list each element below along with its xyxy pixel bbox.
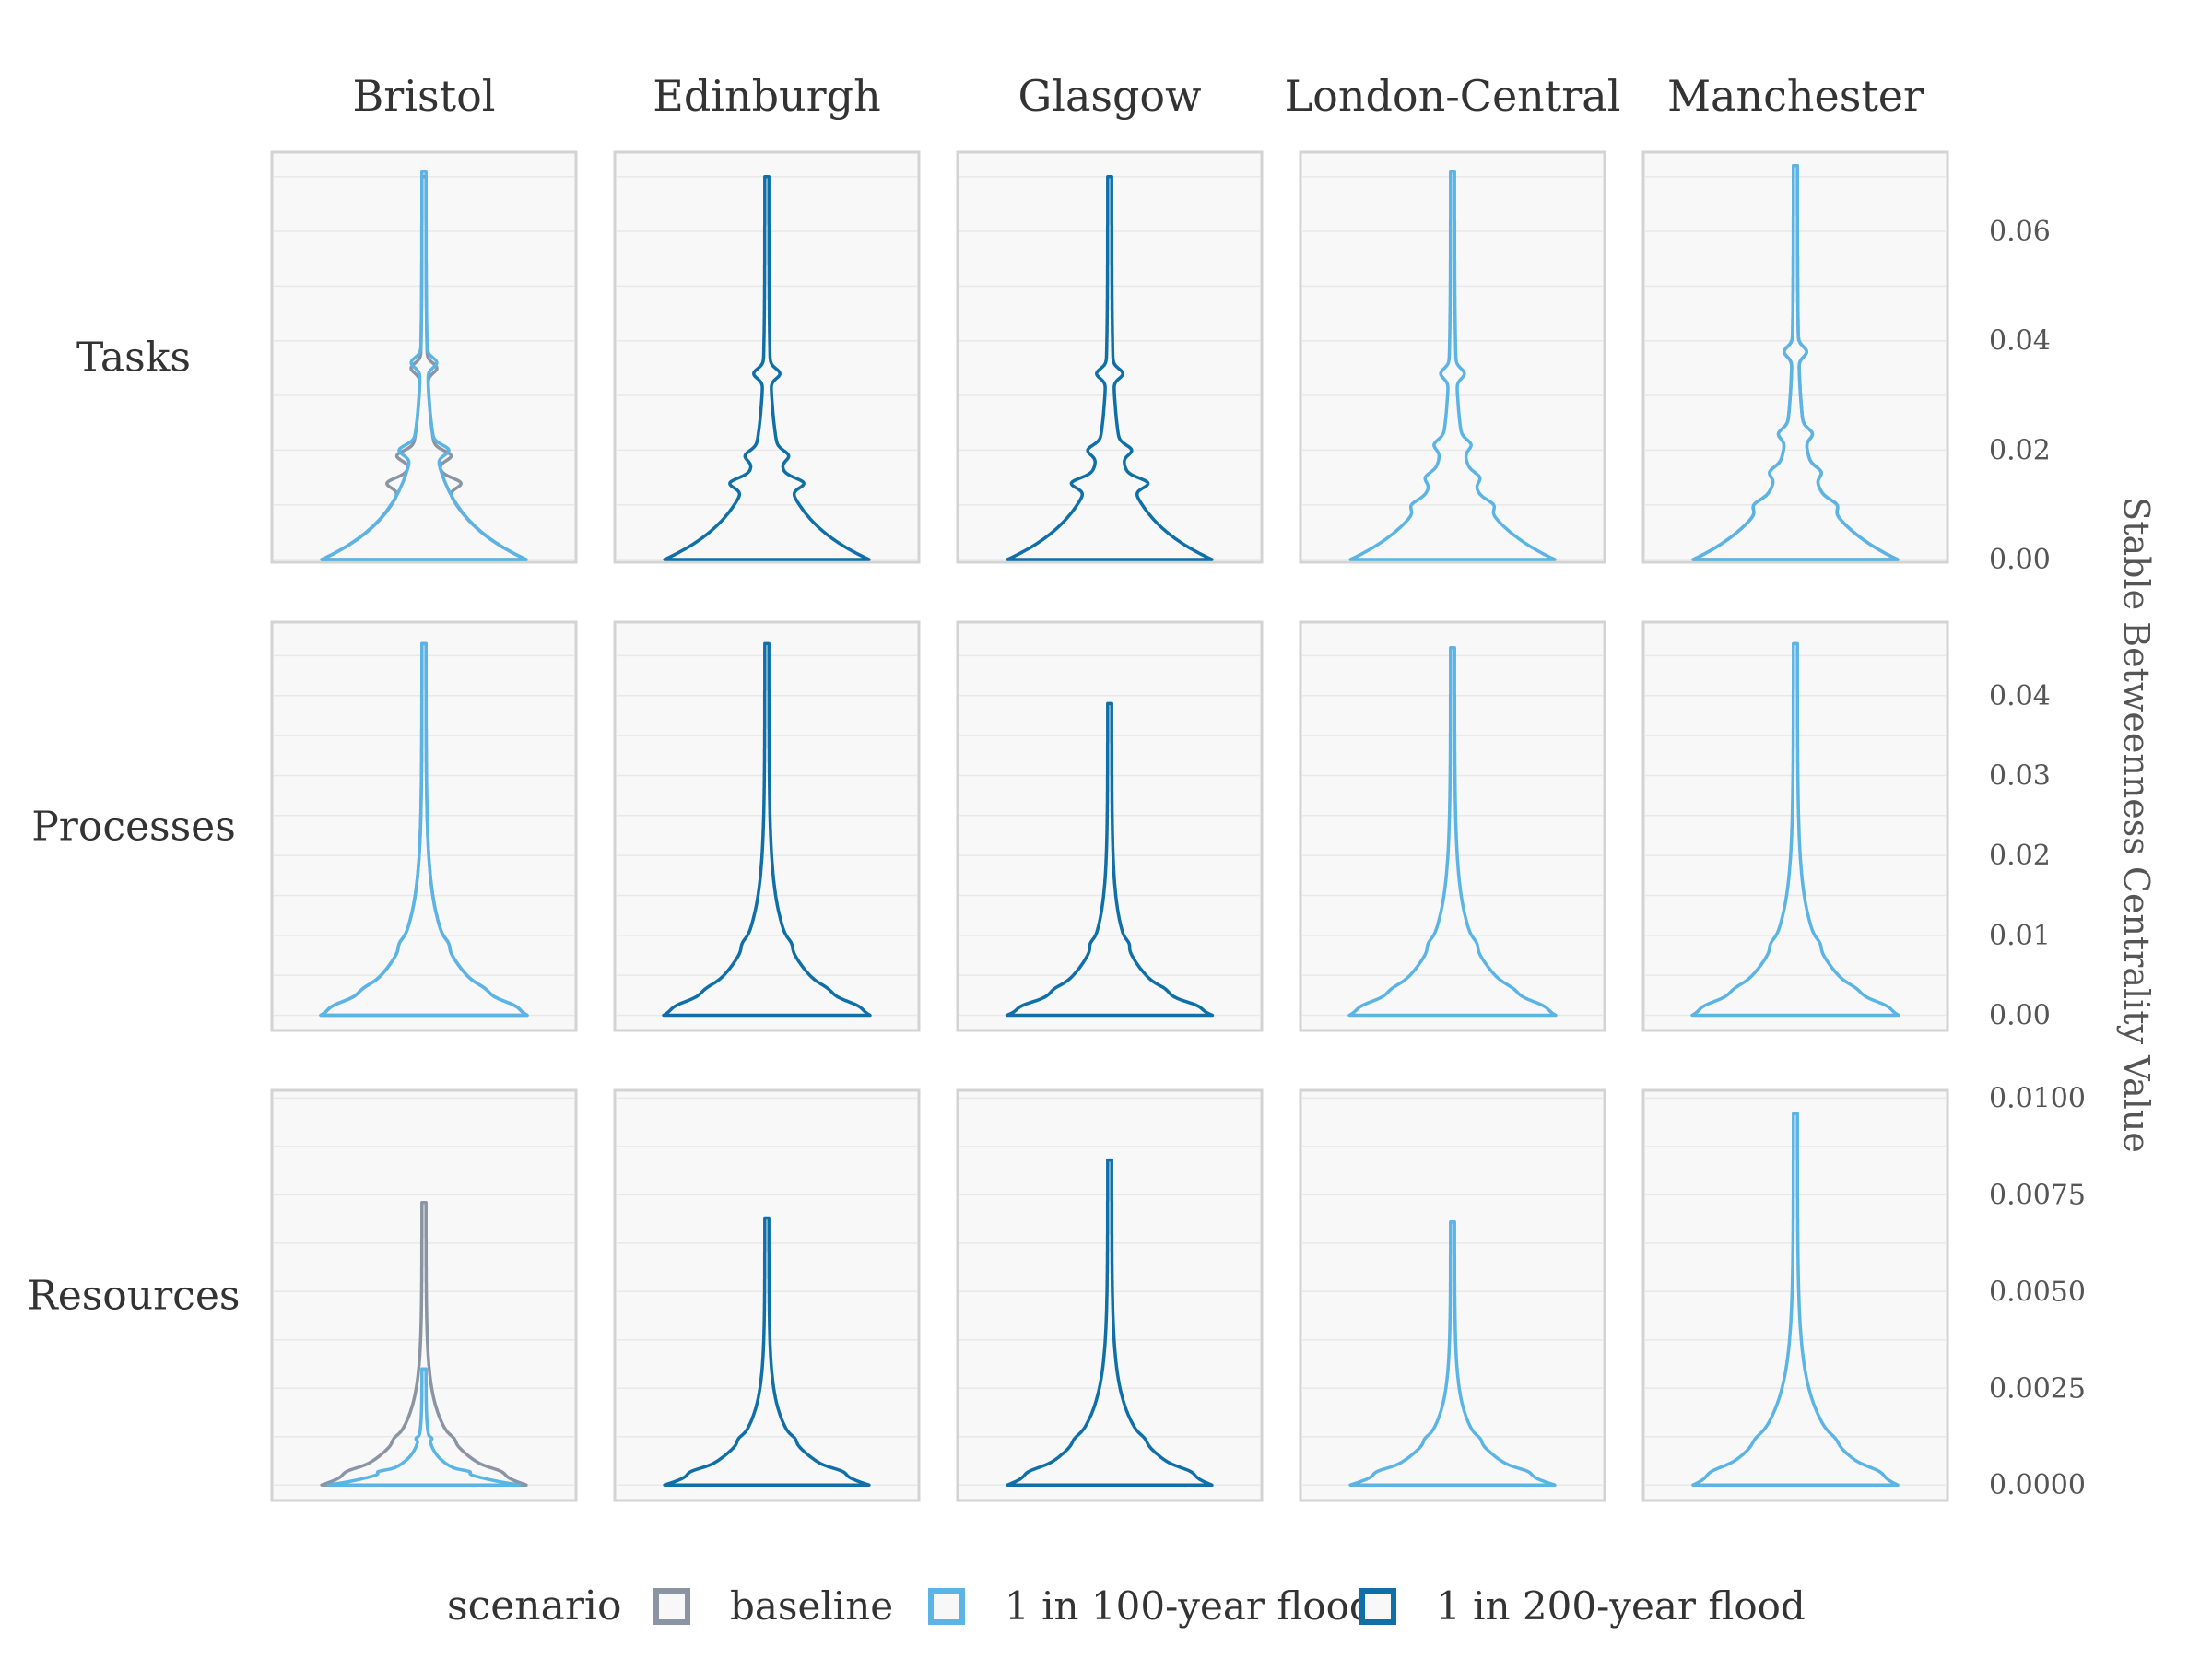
panel-background	[270, 1088, 578, 1502]
violin-1-in-200-year-flood	[662, 641, 872, 1018]
violin-1-in-200-year-flood	[663, 174, 871, 561]
y-tick-label: 0.03	[1989, 759, 2051, 792]
violin-1-in-100-year-flood	[1691, 1112, 1900, 1487]
y-tick-label: 0.0025	[1989, 1372, 2086, 1405]
panel-background	[1641, 620, 1949, 1032]
y-axis-title: Stable Betweenness Centrality Value	[2116, 497, 2157, 1153]
panel-tasks-edinburgh	[613, 150, 921, 564]
panel-background	[613, 620, 921, 1032]
panel-background	[1641, 1088, 1949, 1502]
violin-1-in-100-year-flood	[320, 170, 528, 561]
panel-background	[956, 150, 1264, 564]
panel-resources-bristol	[270, 1088, 578, 1502]
violin-1-in-100-year-flood	[1691, 164, 1900, 561]
panel-tasks-glasgow	[956, 150, 1264, 564]
y-tick-label: 0.0000	[1989, 1469, 2086, 1501]
panel-processes-bristol	[270, 620, 578, 1032]
panel-processes-edinburgh	[613, 620, 921, 1032]
strip-label-tasks: Tasks	[76, 335, 191, 382]
panel-background	[1299, 150, 1606, 564]
y-tick-label: 0.01	[1989, 920, 2051, 952]
strip-label-resources: Resources	[28, 1273, 241, 1320]
panel-resources-manchester	[1641, 1088, 1949, 1502]
violin-1-in-100-year-flood	[1348, 1219, 1557, 1487]
y-tick-label: 0.02	[1989, 840, 2051, 872]
panel-background	[270, 150, 578, 564]
violin-baseline	[320, 1200, 528, 1487]
panel-background	[1299, 1088, 1606, 1502]
violin-1-in-200-year-flood	[663, 1216, 871, 1487]
panel-background	[956, 620, 1264, 1032]
violin-1-in-200-year-flood	[1005, 701, 1215, 1018]
panel-tasks-bristol	[270, 150, 578, 564]
legend-item-1-in-200-year-flood: 1 in 200-year flood	[1359, 1583, 1806, 1629]
panel-processes-manchester	[1641, 620, 1949, 1032]
panel-background	[1641, 150, 1949, 564]
legend: scenario baseline 1 in 100-year flood 1 in…	[447, 1583, 1806, 1630]
violin-1-in-100-year-flood	[1347, 645, 1558, 1018]
y-axis: 0.00 0.02 0.04 0.06 0.00 0.01 0.02 0.03 0.04 0.00…	[1989, 216, 2086, 1501]
violin-1-in-200-year-flood	[1006, 174, 1214, 561]
panel-tasks-manchester	[1641, 150, 1949, 564]
y-tick-label: 0.0100	[1989, 1082, 2086, 1114]
strip-label-manchester: Manchester	[1667, 71, 1924, 121]
panel-tasks-london-central	[1299, 150, 1606, 564]
panel-background	[956, 1088, 1264, 1502]
panel-processes-london-central	[1299, 620, 1606, 1032]
panel-background	[1299, 620, 1606, 1032]
y-tick-label: 0.00	[1989, 1000, 2051, 1032]
legend-label: 1 in 100-year flood	[1005, 1583, 1374, 1629]
legend-title: scenario	[447, 1583, 621, 1630]
violin-1-in-200-year-flood	[1006, 1158, 1214, 1487]
legend-label: 1 in 200-year flood	[1436, 1583, 1806, 1629]
facet-panels	[270, 150, 1949, 1502]
legend-key	[928, 1588, 965, 1625]
y-tick-label: 0.04	[1989, 680, 2051, 712]
violin-1-in-100-year-flood	[326, 1367, 522, 1487]
y-tick-label: 0.04	[1989, 325, 2051, 358]
strip-label-london-central: London-Central	[1285, 71, 1621, 121]
legend-item-baseline: baseline	[653, 1583, 893, 1629]
violin-1-in-100-year-flood	[1690, 641, 1900, 1018]
legend-label: baseline	[730, 1583, 893, 1629]
legend-key	[653, 1588, 690, 1625]
legend-key	[1359, 1588, 1396, 1625]
strip-label-glasgow: Glasgow	[1018, 71, 1201, 121]
strip-label-bristol: Bristol	[352, 71, 495, 121]
panel-resources-glasgow	[956, 1088, 1264, 1502]
column-strip-labels: Bristol Edinburgh Glasgow London-Central Man…	[352, 71, 1924, 121]
panel-background	[613, 150, 921, 564]
strip-label-processes: Processes	[31, 804, 236, 851]
panel-resources-london-central	[1299, 1088, 1606, 1502]
panel-processes-glasgow	[956, 620, 1264, 1032]
strip-label-edinburgh: Edinburgh	[653, 71, 881, 121]
y-tick-label: 0.0075	[1989, 1179, 2086, 1211]
row-strip-labels: Tasks Processes Resources	[28, 335, 241, 1320]
y-tick-label: 0.0050	[1989, 1276, 2086, 1308]
legend-item-1-in-100-year-flood: 1 in 100-year flood	[928, 1583, 1374, 1629]
panel-resources-edinburgh	[613, 1088, 921, 1502]
panel-background	[270, 620, 578, 1032]
violin-1-in-100-year-flood	[1348, 170, 1557, 561]
panel-background	[613, 1088, 921, 1502]
y-tick-label: 0.02	[1989, 434, 2051, 466]
y-tick-label: 0.00	[1989, 544, 2051, 576]
violin-1-in-100-year-flood	[319, 641, 529, 1018]
y-tick-label: 0.06	[1989, 216, 2051, 248]
